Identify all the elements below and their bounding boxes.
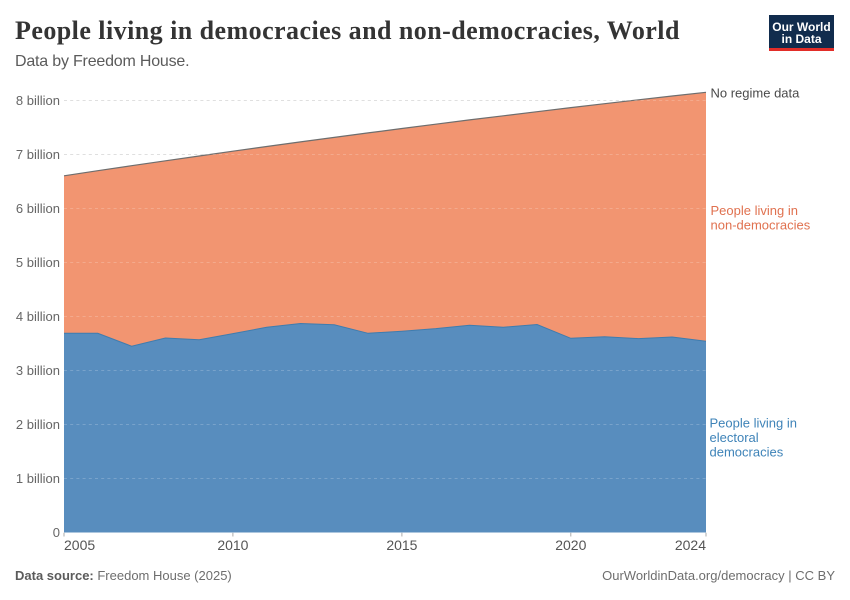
svg-text:2020: 2020 — [555, 537, 586, 553]
svg-text:democracies: democracies — [710, 445, 784, 460]
svg-text:2024: 2024 — [675, 537, 706, 553]
svg-text:0: 0 — [53, 525, 60, 540]
svg-text:6 billion: 6 billion — [16, 201, 60, 216]
svg-text:3 billion: 3 billion — [16, 363, 60, 378]
svg-text:1 billion: 1 billion — [16, 471, 60, 486]
svg-text:2010: 2010 — [217, 537, 248, 553]
svg-text:electoral: electoral — [710, 430, 759, 445]
svg-text:People living in: People living in — [711, 203, 798, 218]
svg-text:8 billion: 8 billion — [16, 93, 60, 108]
svg-text:4 billion: 4 billion — [16, 309, 60, 324]
svg-text:5 billion: 5 billion — [16, 255, 60, 270]
svg-text:2015: 2015 — [386, 537, 417, 553]
svg-text:People living in: People living in — [710, 416, 797, 431]
svg-text:7 billion: 7 billion — [16, 147, 60, 162]
svg-text:2 billion: 2 billion — [16, 417, 60, 432]
svg-text:No regime data: No regime data — [711, 85, 801, 100]
svg-text:non-democracies: non-democracies — [711, 218, 811, 233]
svg-text:2005: 2005 — [64, 537, 95, 553]
